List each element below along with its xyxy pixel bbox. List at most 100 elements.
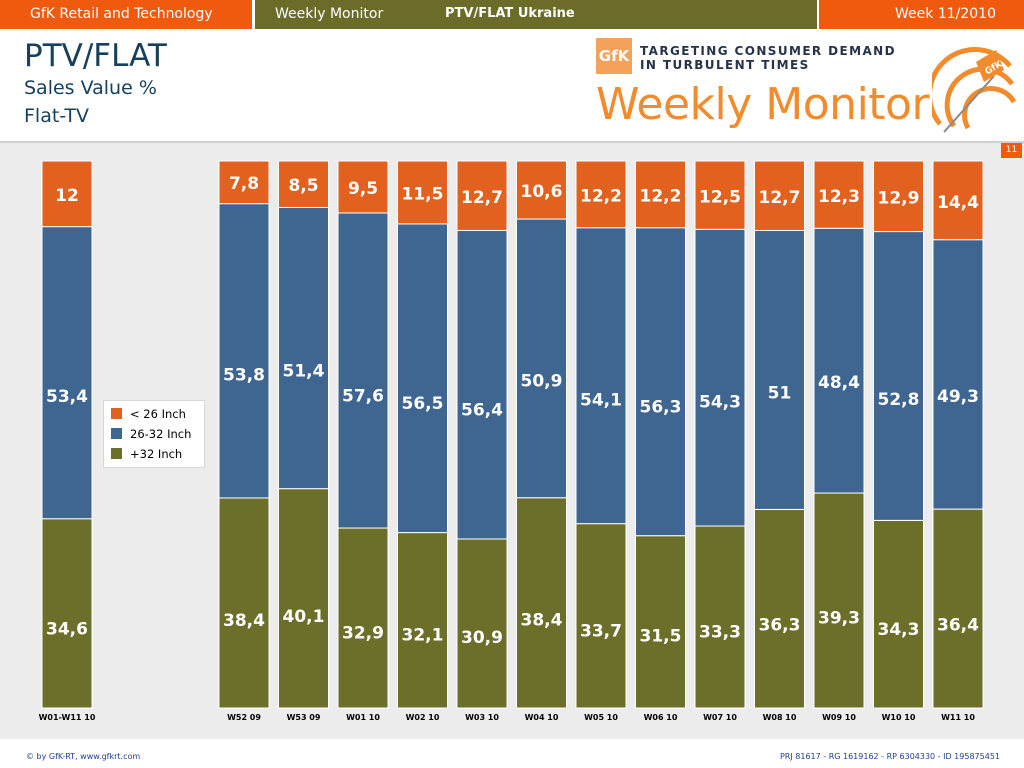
data-label-26-32-inch-w02-10: 56,5	[402, 394, 444, 414]
gfk-logo-badge: GfK	[596, 38, 632, 74]
bar-under-26-inch-w09-10	[813, 160, 865, 229]
data-label-under-26-inch-w05-10: 12,2	[580, 187, 622, 207]
legend-item-under-26: < 26 Inch	[111, 406, 186, 422]
x-tick-label-w02-10: W02 10	[406, 713, 440, 722]
bar-under-26-inch-w52-09	[218, 160, 270, 205]
data-label-under-26-inch-w01-10: 9,5	[348, 179, 378, 199]
legend-label-26-32: 26-32 Inch	[130, 427, 192, 441]
legend-label-over-32: +32 Inch	[130, 447, 183, 461]
bar-26-32-inch-w02-10	[397, 223, 448, 534]
bar-over32-inch-w06-10	[635, 535, 686, 709]
header-report: Weekly Monitor	[255, 0, 417, 29]
stacked-bar-chart: 34,6 53,4 12 W01-W11 10 38,4 53,8 7,8 W52 09 40,…	[39, 160, 984, 722]
bar-26-32-inch-w08-10	[754, 229, 805, 510]
page-subtitle-category: Flat-TV	[24, 105, 90, 127]
header-bar: GfK Retail and Technology Weekly Monitor…	[0, 0, 1024, 29]
logo-wordmark: Weekly Monitor	[596, 79, 930, 130]
bar-under-26-inch-w06-10	[635, 160, 686, 229]
bar-under-26-inch-w02-10	[397, 160, 448, 225]
data-label-26-32-inch-w07-10: 54,3	[699, 392, 741, 412]
bar-26-32-inch-w04-10	[516, 218, 567, 499]
bar-26-32-inch-w09-10	[813, 227, 865, 494]
bar-over32-inch-w01-10	[337, 527, 389, 709]
chart-legend: < 26 Inch 26-32 Inch +32 Inch	[103, 400, 205, 468]
data-label-26-32-inch-w01-10: 57,6	[342, 387, 384, 407]
x-tick-label-w01-w11-10: W01-W11 10	[39, 713, 96, 722]
data-label-under-26-inch-w02-10: 11,5	[402, 185, 444, 205]
x-tick-label-w53-09: W53 09	[287, 713, 321, 722]
data-label-over32-inch-w01-10: 32,9	[342, 623, 384, 643]
legend-swatch-orange	[111, 408, 122, 419]
data-label-26-32-inch-w04-10: 50,9	[521, 372, 563, 392]
x-tick-label-w07-10: W07 10	[703, 713, 737, 722]
bar-under-26-inch-w10-10	[873, 160, 924, 233]
bar-over32-inch-w04-10	[516, 497, 567, 709]
data-label-over32-inch-w03-10: 30,9	[461, 628, 503, 648]
bar-under-26-inch-w05-10	[575, 160, 627, 229]
data-label-over32-inch-w02-10: 32,1	[402, 625, 444, 645]
bar-26-32-inch-w05-10	[575, 227, 627, 525]
bar-26-32-inch-w01-10	[337, 212, 389, 529]
x-tick-label-w52-09: W52 09	[227, 713, 261, 722]
bar-under-26-inch-w01-w11-10	[41, 160, 93, 228]
x-tick-label-w09-10: W09 10	[822, 713, 856, 722]
bar-over32-inch-w01-w11-10	[41, 518, 93, 709]
data-label-26-32-inch-w05-10: 54,1	[580, 390, 622, 410]
data-label-over32-inch-w11-10: 36,4	[937, 615, 979, 635]
data-label-under-26-inch-w07-10: 12,5	[699, 188, 741, 208]
data-label-over32-inch-w01-w11-10: 34,6	[46, 620, 88, 640]
legend-item-over-32: +32 Inch	[111, 446, 182, 462]
logo-tagline: TARGETING CONSUMER DEMAND IN TURBULENT T…	[640, 44, 896, 72]
bar-under-26-inch-w08-10	[754, 160, 805, 231]
bar-26-32-inch-w52-09	[218, 203, 270, 499]
title-block: PTV/FLAT Sales Value % Flat-TV	[24, 38, 167, 130]
data-label-over32-inch-w04-10: 38,4	[521, 611, 563, 631]
bar-over32-inch-w52-09	[218, 497, 270, 709]
bar-over32-inch-w09-10	[813, 492, 865, 709]
data-label-26-32-inch-w10-10: 52,8	[878, 390, 920, 410]
data-label-over32-inch-w53-09: 40,1	[283, 607, 325, 627]
data-label-26-32-inch-w01-w11-10: 53,4	[46, 387, 88, 407]
x-tick-label-w01-10: W01 10	[346, 713, 380, 722]
bar-under-26-inch-w03-10	[456, 160, 508, 231]
data-label-over32-inch-w06-10: 31,5	[640, 627, 682, 647]
data-label-over32-inch-w10-10: 34,3	[878, 620, 920, 640]
x-tick-label-w04-10: W04 10	[525, 713, 559, 722]
bar-26-32-inch-w03-10	[456, 229, 508, 540]
data-label-under-26-inch-w04-10: 10,6	[521, 182, 563, 202]
bar-26-32-inch-w06-10	[635, 227, 686, 537]
bar-under-26-inch-w04-10	[516, 160, 567, 220]
data-label-26-32-inch-w52-09: 53,8	[223, 365, 265, 385]
bar-under-26-inch-w11-10	[932, 160, 984, 241]
header-week: Week 11/2010	[819, 0, 1024, 29]
data-label-under-26-inch-w06-10: 12,2	[640, 187, 682, 207]
bar-over32-inch-w11-10	[932, 508, 984, 709]
bar-under-26-inch-w01-10	[337, 160, 389, 214]
data-label-26-32-inch-w53-09: 51,4	[283, 362, 325, 382]
bar-26-32-inch-w01-w11-10	[41, 226, 93, 520]
data-label-over32-inch-w09-10: 39,3	[818, 609, 860, 629]
page-number: 11	[1001, 143, 1022, 158]
data-label-under-26-inch-w52-09: 7,8	[229, 174, 259, 194]
bar-over32-inch-w10-10	[873, 519, 924, 709]
data-label-under-26-inch-w09-10: 12,3	[818, 187, 860, 207]
data-label-over32-inch-w05-10: 33,7	[580, 622, 622, 642]
page-title: PTV/FLAT	[24, 38, 167, 74]
data-label-under-26-inch-w03-10: 12,7	[461, 188, 503, 208]
header-company: GfK Retail and Technology	[0, 0, 252, 29]
bar-over32-inch-w03-10	[456, 538, 508, 709]
x-tick-label-w05-10: W05 10	[584, 713, 618, 722]
footer-project-id: PRJ 81617 - RG 1619162 - RP 6304330 - ID…	[779, 752, 1000, 761]
footer-copyright: © by GfK-RT, www.gfkrt.com	[26, 752, 141, 761]
data-label-26-32-inch-w08-10: 51	[768, 383, 792, 403]
x-tick-label-w03-10: W03 10	[465, 713, 499, 722]
data-label-26-32-inch-w03-10: 56,4	[461, 400, 503, 420]
data-label-over32-inch-w08-10: 36,3	[759, 616, 801, 636]
data-label-under-26-inch-w01-w11-10: 12	[55, 186, 79, 206]
bar-under-26-inch-w07-10	[694, 160, 746, 230]
x-tick-label-w06-10: W06 10	[644, 713, 678, 722]
data-label-26-32-inch-w11-10: 49,3	[937, 387, 979, 407]
bar-over32-inch-w53-09	[278, 488, 329, 709]
data-label-26-32-inch-w09-10: 48,4	[818, 373, 860, 393]
data-label-26-32-inch-w06-10: 56,3	[640, 397, 682, 417]
